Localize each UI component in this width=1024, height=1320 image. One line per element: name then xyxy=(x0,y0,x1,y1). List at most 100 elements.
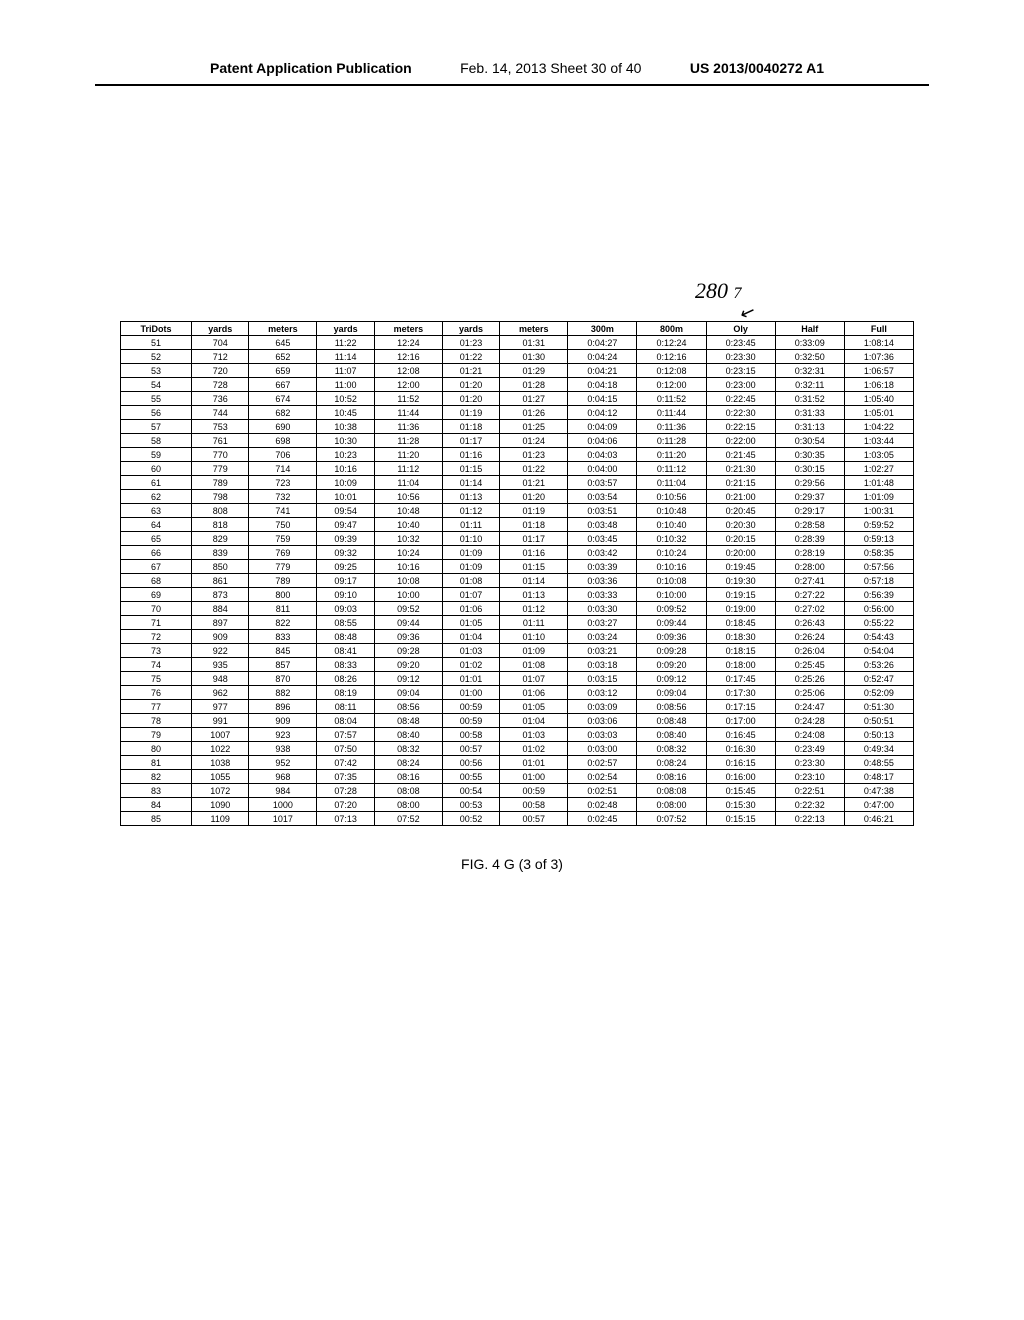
table-cell: 11:00 xyxy=(317,378,374,392)
table-cell: 0:51:30 xyxy=(844,700,913,714)
table-body: 5170464511:2212:2401:2301:310:04:270:12:… xyxy=(121,336,914,826)
table-cell: 11:12 xyxy=(374,462,442,476)
table-cell: 808 xyxy=(192,504,249,518)
data-table: TriDotsyardsmetersyardsmetersyardsmeters… xyxy=(120,321,914,826)
table-row: 6178972310:0911:0401:1401:210:03:570:11:… xyxy=(121,476,914,490)
table-cell: 01:11 xyxy=(442,518,499,532)
table-row: 6279873210:0110:5601:1301:200:03:540:10:… xyxy=(121,490,914,504)
table-cell: 00:59 xyxy=(500,784,568,798)
table-cell: 01:10 xyxy=(500,630,568,644)
table-cell: 674 xyxy=(249,392,317,406)
table-row: 6481875009:4710:4001:1101:180:03:480:10:… xyxy=(121,518,914,532)
table-cell: 0:03:00 xyxy=(568,742,637,756)
table-cell: 0:03:45 xyxy=(568,532,637,546)
table-cell: 938 xyxy=(249,742,317,756)
table-cell: 01:12 xyxy=(500,602,568,616)
table-cell: 909 xyxy=(249,714,317,728)
table-cell: 01:09 xyxy=(442,546,499,560)
table-cell: 0:03:57 xyxy=(568,476,637,490)
table-cell: 0:32:11 xyxy=(775,378,844,392)
table-cell: 63 xyxy=(121,504,192,518)
table-cell: 0:56:39 xyxy=(844,588,913,602)
table-cell: 08:19 xyxy=(317,686,374,700)
table-cell: 728 xyxy=(192,378,249,392)
table-cell: 0:54:04 xyxy=(844,644,913,658)
table-cell: 08:11 xyxy=(317,700,374,714)
table-cell: 01:03 xyxy=(500,728,568,742)
table-cell: 00:54 xyxy=(442,784,499,798)
table-cell: 68 xyxy=(121,574,192,588)
table-cell: 882 xyxy=(249,686,317,700)
table-cell: 01:26 xyxy=(500,406,568,420)
table-cell: 01:12 xyxy=(442,504,499,518)
table-cell: 736 xyxy=(192,392,249,406)
table-cell: 0:24:28 xyxy=(775,714,844,728)
table-cell: 952 xyxy=(249,756,317,770)
table-cell: 0:11:20 xyxy=(637,448,706,462)
table-cell: 714 xyxy=(249,462,317,476)
table-row: 5674468210:4511:4401:1901:260:04:120:11:… xyxy=(121,406,914,420)
table-cell: 0:20:15 xyxy=(706,532,775,546)
table-cell: 60 xyxy=(121,462,192,476)
header-center: Feb. 14, 2013 Sheet 30 of 40 xyxy=(460,60,641,76)
table-cell: 73 xyxy=(121,644,192,658)
table-cell: 71 xyxy=(121,616,192,630)
table-cell: 00:59 xyxy=(442,700,499,714)
table-cell: 78 xyxy=(121,714,192,728)
table-row: 6582975909:3910:3201:1001:170:03:450:10:… xyxy=(121,532,914,546)
table-column-header: yards xyxy=(192,322,249,336)
table-cell: 991 xyxy=(192,714,249,728)
table-cell: 0:08:40 xyxy=(637,728,706,742)
table-cell: 07:13 xyxy=(317,812,374,826)
table-column-header: meters xyxy=(374,322,442,336)
table-cell: 723 xyxy=(249,476,317,490)
table-cell: 667 xyxy=(249,378,317,392)
table-cell: 0:22:13 xyxy=(775,812,844,826)
table-cell: 10:45 xyxy=(317,406,374,420)
table-cell: 1090 xyxy=(192,798,249,812)
table-column-header: 300m xyxy=(568,322,637,336)
data-table-wrap: TriDotsyardsmetersyardsmetersyardsmeters… xyxy=(120,321,914,826)
table-row: 6886178909:1710:0801:0801:140:03:360:10:… xyxy=(121,574,914,588)
table-cell: 0:04:21 xyxy=(568,364,637,378)
table-cell: 10:16 xyxy=(317,462,374,476)
table-cell: 09:32 xyxy=(317,546,374,560)
table-cell: 08:40 xyxy=(374,728,442,742)
table-cell: 09:03 xyxy=(317,602,374,616)
table-cell: 0:11:12 xyxy=(637,462,706,476)
table-cell: 0:21:45 xyxy=(706,448,775,462)
table-cell: 0:30:15 xyxy=(775,462,844,476)
table-cell: 0:17:30 xyxy=(706,686,775,700)
table-cell: 0:31:33 xyxy=(775,406,844,420)
table-row: 5876169810:3011:2801:1701:240:04:060:11:… xyxy=(121,434,914,448)
table-cell: 10:23 xyxy=(317,448,374,462)
table-cell: 11:36 xyxy=(374,420,442,434)
table-cell: 0:04:00 xyxy=(568,462,637,476)
table-cell: 1:07:36 xyxy=(844,350,913,364)
table-cell: 0:53:26 xyxy=(844,658,913,672)
table-column-header: meters xyxy=(500,322,568,336)
table-cell: 09:54 xyxy=(317,504,374,518)
table-cell: 0:19:00 xyxy=(706,602,775,616)
table-cell: 0:46:21 xyxy=(844,812,913,826)
table-cell: 0:30:35 xyxy=(775,448,844,462)
table-cell: 0:23:15 xyxy=(706,364,775,378)
table-cell: 01:20 xyxy=(442,392,499,406)
table-cell: 984 xyxy=(249,784,317,798)
table-cell: 0:26:24 xyxy=(775,630,844,644)
table-cell: 0:23:30 xyxy=(706,350,775,364)
table-cell: 962 xyxy=(192,686,249,700)
table-cell: 0:18:30 xyxy=(706,630,775,644)
table-cell: 0:15:45 xyxy=(706,784,775,798)
table-cell: 01:23 xyxy=(500,448,568,462)
table-cell: 1:02:27 xyxy=(844,462,913,476)
table-cell: 1:01:09 xyxy=(844,490,913,504)
table-cell: 10:38 xyxy=(317,420,374,434)
table-cell: 0:11:52 xyxy=(637,392,706,406)
table-cell: 0:03:09 xyxy=(568,700,637,714)
table-cell: 01:08 xyxy=(442,574,499,588)
table-cell: 65 xyxy=(121,532,192,546)
table-column-header: TriDots xyxy=(121,322,192,336)
table-cell: 0:32:31 xyxy=(775,364,844,378)
table-cell: 1:06:57 xyxy=(844,364,913,378)
